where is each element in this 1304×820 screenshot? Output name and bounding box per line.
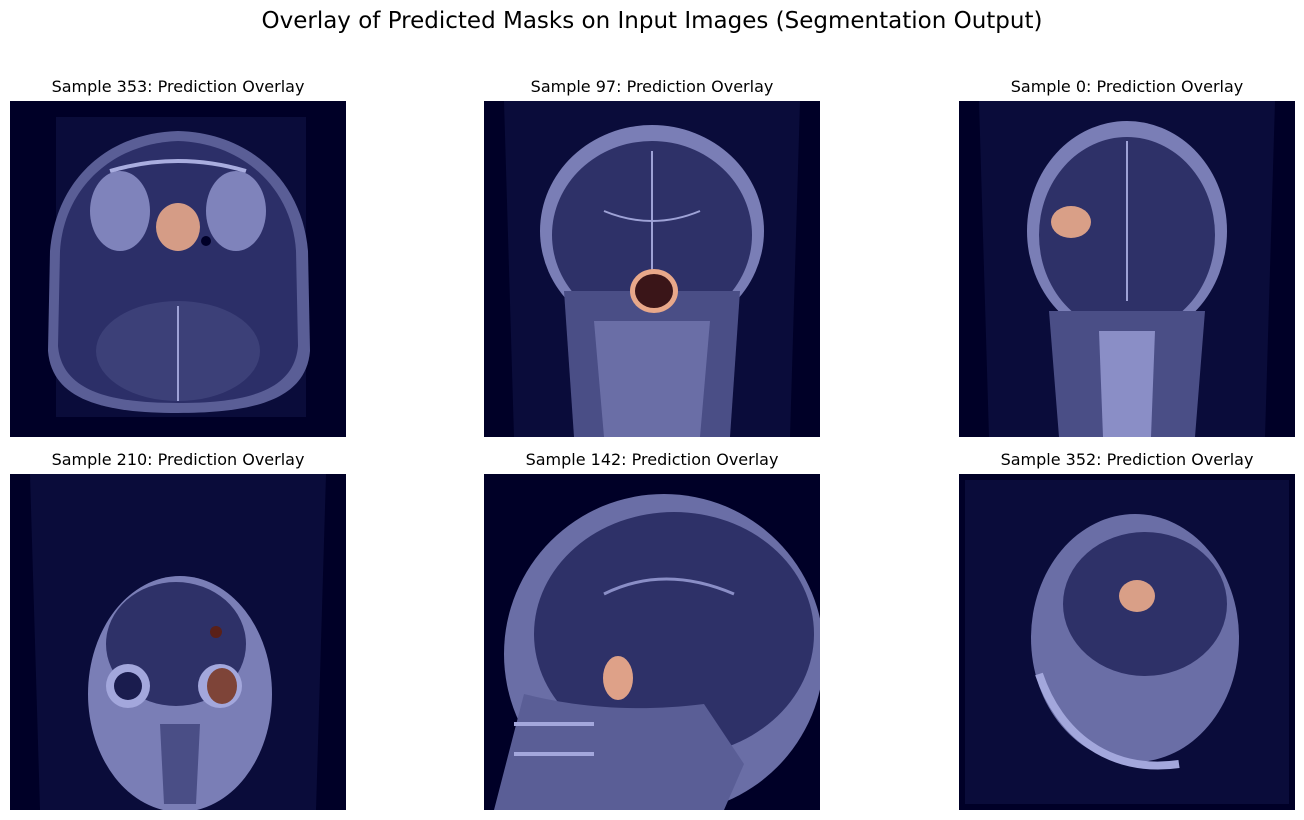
mri-overlay-image <box>959 101 1295 437</box>
figure-title: Overlay of Predicted Masks on Input Imag… <box>261 8 1043 34</box>
panel-title: Sample 97: Prediction Overlay <box>530 77 774 96</box>
mri-overlay-image <box>484 474 820 810</box>
panel-title: Sample 353: Prediction Overlay <box>51 77 305 96</box>
panel-title: Sample 0: Prediction Overlay <box>1010 77 1244 96</box>
mri-overlay-image <box>10 101 346 437</box>
panel-title: Sample 142: Prediction Overlay <box>525 450 779 469</box>
panel-title: Sample 210: Prediction Overlay <box>51 450 305 469</box>
panel-title: Sample 352: Prediction Overlay <box>1000 450 1254 469</box>
mri-overlay-image <box>959 474 1295 810</box>
mri-overlay-image <box>484 101 820 437</box>
mri-overlay-image <box>10 474 346 810</box>
